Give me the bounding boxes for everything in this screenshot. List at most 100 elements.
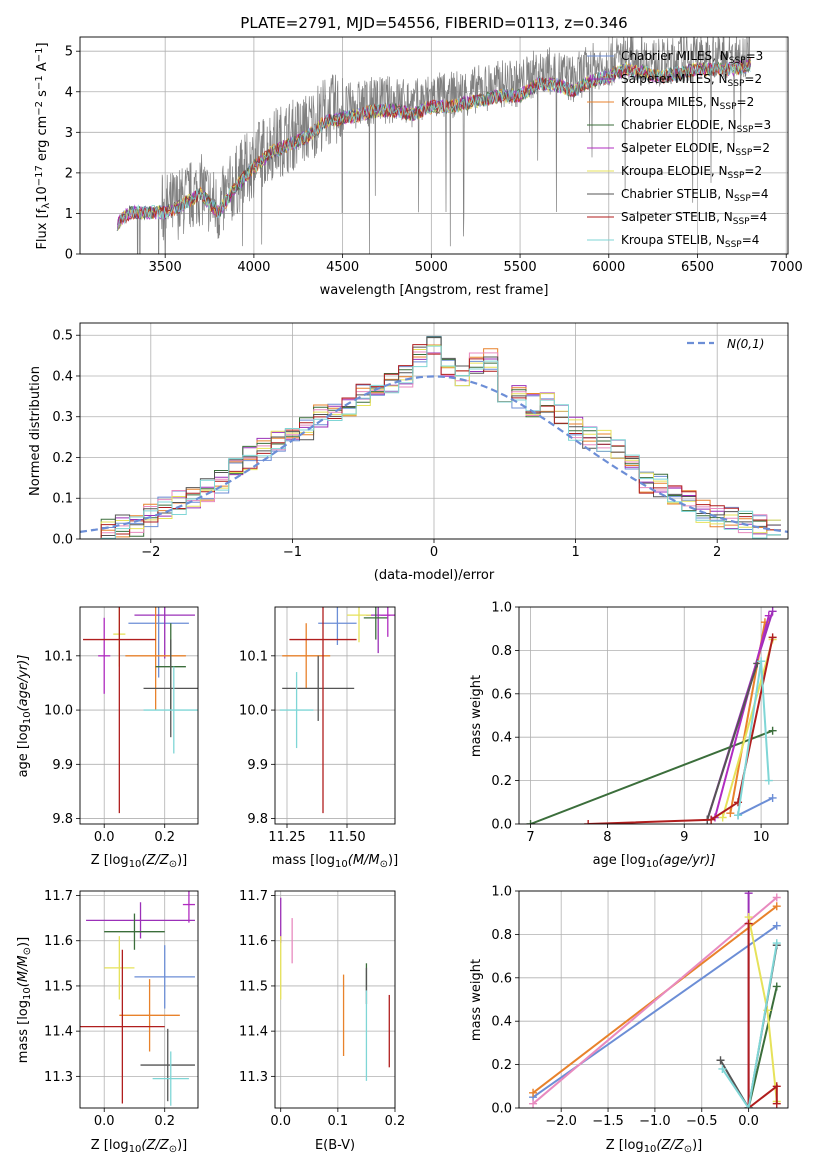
label-part: ⊙	[684, 1144, 692, 1155]
x-axis-label: Z [log10(Z/Z⊙)]	[91, 1138, 187, 1155]
y-tick-label: 3	[65, 126, 73, 141]
y-tick-label: 0.8	[491, 928, 512, 943]
y-tick-label: 0.4	[491, 731, 512, 746]
label-part: (M/M	[348, 853, 380, 868]
weight-line	[747, 923, 778, 1108]
weight-marker	[772, 1082, 781, 1091]
label-part: 10	[129, 859, 142, 870]
legend-name: Chabrier MILES, N	[621, 49, 729, 63]
x-axis-label: wavelength [Angstrom, rest frame]	[320, 283, 549, 298]
legend-sub: SSP	[728, 79, 745, 89]
x-tick-label: 11.25	[268, 830, 305, 845]
y-tick-label: 0.4	[491, 1015, 512, 1030]
label-part: )]	[16, 937, 31, 947]
label-part: mass [log	[16, 1000, 31, 1063]
label-part: Z [log	[91, 1138, 129, 1153]
y-tick-label: 0.6	[491, 971, 512, 986]
y-tick-label: 0.0	[491, 818, 512, 833]
label-part: )]	[388, 853, 398, 868]
y-tick-label: 11.7	[44, 889, 73, 904]
plot-area	[80, 891, 195, 1106]
y-tick-label: 9.9	[247, 758, 268, 773]
weight-line	[747, 986, 778, 1108]
weight-marker	[529, 1099, 538, 1108]
histogram	[87, 345, 781, 539]
legend-suffix: =2	[744, 72, 762, 86]
model-spectrum	[116, 58, 751, 232]
legend-sub: SSP	[725, 240, 742, 250]
panel-mass-vs-EBV: 0.0 0.1 0.2 11.3 11.4 11.5 11.6 11.7 E(B-V)	[239, 889, 405, 1153]
legend-sub: SSP	[720, 102, 737, 112]
label-part: −1	[34, 48, 45, 63]
weight-marker	[529, 1088, 538, 1097]
y-tick-label: 0.1	[52, 492, 73, 507]
weight-marker	[772, 982, 781, 991]
y-tick-label: 0.2	[491, 1058, 512, 1073]
label-part: ⊙	[169, 859, 177, 870]
weight-line	[737, 797, 774, 817]
weight-line	[588, 637, 774, 824]
y-tick-label: 5	[65, 45, 73, 60]
y-tick-label: 4	[65, 85, 73, 100]
weight-marker	[716, 1056, 725, 1065]
label-part: )]	[177, 1138, 187, 1153]
weight-marker	[768, 726, 777, 735]
legend-sub: SSP	[735, 148, 752, 158]
y-axis-label: age [log10(age/yr)]	[16, 655, 33, 778]
x-tick-label: 4500	[326, 260, 359, 275]
label-part: (Z/Z	[656, 1138, 684, 1153]
x-tick-label: −1.0	[639, 1114, 671, 1129]
weight-marker	[768, 793, 777, 802]
weight-marker	[526, 820, 535, 824]
x-tick-label: 11.50	[328, 830, 365, 845]
x-tick-label: 7	[526, 830, 534, 845]
weight-marker	[707, 815, 716, 824]
panel-age-vs-Z: 0.0 0.29.89.910.010.1Z [log10(Z/Z⊙)]age […	[16, 606, 199, 870]
y-tick-label: 11.6	[44, 934, 73, 949]
x-tick-label: 9	[680, 830, 688, 845]
y-tick-label: 11.7	[239, 889, 268, 904]
legend-entry: Chabrier ELODIE, NSSP=3	[621, 118, 771, 135]
y-axis-label: mass weight	[469, 675, 484, 757]
y-tick-label: 2	[65, 166, 73, 181]
histogram	[87, 351, 781, 539]
label-part: ⊙	[22, 947, 33, 955]
legend-name: Kroupa MILES, N	[621, 95, 720, 109]
legend-suffix: =2	[744, 164, 762, 178]
x-tick-label: 0	[430, 545, 438, 560]
axes-frame	[79, 606, 199, 825]
y-tick-label: 10.1	[239, 649, 268, 664]
x-tick-label: 0.2	[154, 1114, 175, 1129]
weight-marker	[772, 893, 781, 902]
legend-suffix: =3	[746, 49, 764, 63]
panel-residuals: −2 −1 0 1 2 0.0 0.1 0.2 0.3 0.4 0.5 N(0,1) (data-mod…	[28, 322, 789, 583]
y-tick-label: 11.6	[239, 934, 268, 949]
label-part: 10	[35, 186, 50, 203]
model-spectrum	[116, 62, 751, 231]
x-tick-label: 5500	[504, 260, 537, 275]
y-axis-label: Flux [fλ10−17 erg cm−2 s−1 A−1]	[34, 42, 52, 249]
label-part: )]	[692, 1138, 702, 1153]
weight-marker	[718, 1064, 727, 1073]
weight-line	[721, 942, 778, 1108]
legend-suffix: =4	[751, 187, 769, 201]
x-tick-label: 5000	[415, 260, 448, 275]
histogram	[87, 344, 781, 539]
legend-suffix: =3	[753, 118, 771, 132]
label-part: (Z/Z	[141, 853, 169, 868]
x-tick-label: −0.5	[686, 1114, 718, 1129]
legend-name: Chabrier STELIB, N	[621, 187, 734, 201]
weight-marker	[768, 633, 777, 642]
label-part: (age/yr)]	[16, 655, 31, 712]
plot-area	[83, 607, 198, 814]
label-part: ]	[35, 42, 50, 47]
legend-name: Kroupa ELODIE, N	[621, 164, 728, 178]
weight-line	[532, 896, 778, 1105]
label-part: 10	[129, 1144, 142, 1155]
axes-frame	[79, 322, 789, 540]
label-part: 10	[646, 859, 659, 870]
y-tick-label: 11.4	[44, 1025, 73, 1040]
weight-line	[530, 729, 773, 824]
